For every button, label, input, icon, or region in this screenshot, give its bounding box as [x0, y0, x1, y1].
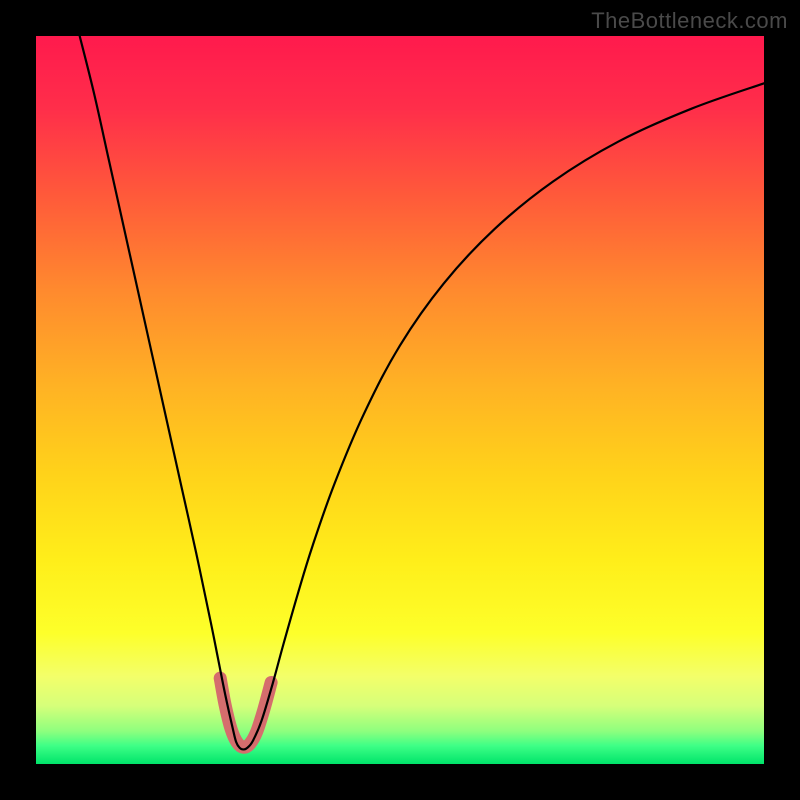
plot-frame	[36, 36, 764, 764]
watermark-text: TheBottleneck.com	[591, 8, 788, 34]
curve-layer	[36, 36, 764, 764]
bottleneck-curve	[80, 36, 764, 749]
